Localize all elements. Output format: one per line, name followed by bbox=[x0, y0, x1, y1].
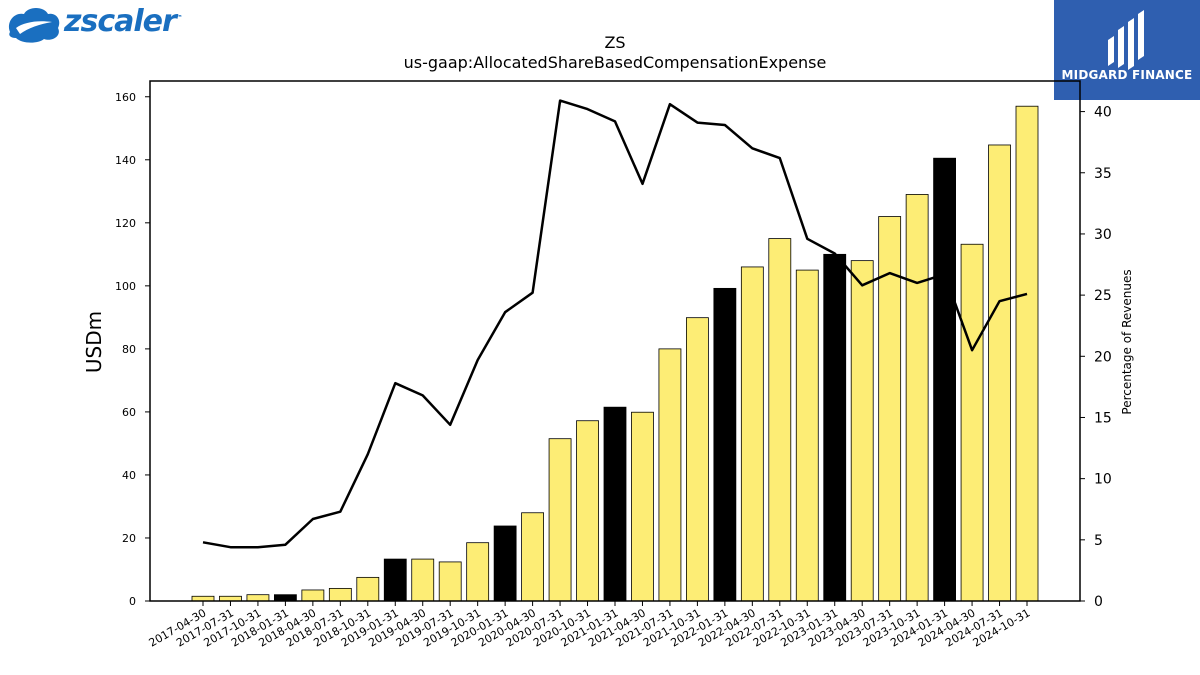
y-tick-label: 20 bbox=[122, 532, 136, 545]
bar-2018-10-31 bbox=[356, 576, 380, 602]
y2-tick-label: 15 bbox=[1094, 410, 1112, 426]
y-tick-label: 120 bbox=[115, 217, 136, 230]
bar-2022-04-30 bbox=[740, 266, 764, 602]
y2-tick-label: 20 bbox=[1094, 349, 1112, 365]
bar-2024-10-31 bbox=[1015, 105, 1039, 602]
bar-2023-01-31 bbox=[823, 253, 847, 602]
bar-2019-07-31 bbox=[438, 561, 462, 602]
midgard-finance-logo: MIDGARD FINANCE bbox=[1054, 0, 1200, 100]
bar-2021-04-30 bbox=[631, 411, 654, 602]
y2-tick-label: 40 bbox=[1094, 105, 1112, 121]
zscaler-wordmark: zscaler bbox=[64, 4, 177, 39]
bar-2024-01-31 bbox=[933, 157, 956, 602]
bar-2024-07-31 bbox=[988, 144, 1011, 602]
y2-axis-label: Percentage of Revenues bbox=[1120, 269, 1134, 414]
y2-tick-label: 10 bbox=[1094, 472, 1112, 488]
bar-2018-04-30 bbox=[301, 589, 325, 602]
bar-series bbox=[191, 105, 1039, 602]
bar-2019-10-31 bbox=[466, 542, 490, 602]
y2-tick-label: 0 bbox=[1094, 594, 1103, 610]
percentage-line bbox=[202, 99, 1028, 549]
y2-tick-label: 35 bbox=[1094, 166, 1112, 182]
midgard-finance-wordmark: MIDGARD FINANCE bbox=[1061, 68, 1193, 82]
y2-tick-label: 5 bbox=[1094, 533, 1103, 549]
bar-2021-01-31 bbox=[603, 406, 627, 602]
bar-2019-04-30 bbox=[411, 558, 435, 602]
y-tick-label: 0 bbox=[129, 595, 136, 608]
midgard-mark-icon bbox=[1108, 10, 1144, 70]
y-tick-label: 80 bbox=[122, 343, 136, 356]
bar-2018-01-31 bbox=[273, 594, 297, 602]
y-axis-label: USDm bbox=[82, 311, 106, 373]
zscaler-cloud-icon bbox=[8, 8, 60, 43]
y-tick-label: 60 bbox=[122, 406, 136, 419]
y-tick-label: 100 bbox=[115, 280, 136, 293]
chart-subtitle: us-gaap:AllocatedShareBasedCompensationE… bbox=[404, 53, 827, 72]
bar-2020-10-31 bbox=[576, 420, 599, 602]
bar-2020-04-30 bbox=[521, 512, 544, 602]
bar-2023-04-30 bbox=[850, 260, 874, 602]
bar-2022-07-31 bbox=[768, 238, 792, 602]
y-tick-label: 160 bbox=[115, 91, 136, 104]
y2-tick-label: 25 bbox=[1094, 288, 1112, 304]
y-tick-label: 40 bbox=[122, 469, 136, 482]
zscaler-logo: zscaler™ bbox=[4, 4, 194, 44]
bar-2018-07-31 bbox=[328, 587, 352, 602]
bar-2020-07-31 bbox=[548, 438, 572, 602]
bar-2022-01-31 bbox=[713, 287, 737, 602]
bar-2017-10-31 bbox=[246, 594, 270, 602]
bar-2021-10-31 bbox=[686, 317, 709, 602]
bar-2021-07-31 bbox=[658, 348, 682, 602]
zscaler-trademark: ™ bbox=[175, 14, 183, 22]
line-series bbox=[202, 99, 1028, 549]
bar-2023-10-31 bbox=[905, 194, 929, 602]
bar-2022-10-31 bbox=[795, 269, 819, 602]
bar-2024-04-30 bbox=[960, 243, 984, 602]
y-tick-label: 140 bbox=[115, 154, 136, 167]
bar-2020-01-31 bbox=[493, 525, 517, 602]
y2-tick-label: 30 bbox=[1094, 227, 1112, 243]
chart-title: ZS bbox=[604, 33, 625, 52]
bar-2019-01-31 bbox=[383, 558, 407, 602]
